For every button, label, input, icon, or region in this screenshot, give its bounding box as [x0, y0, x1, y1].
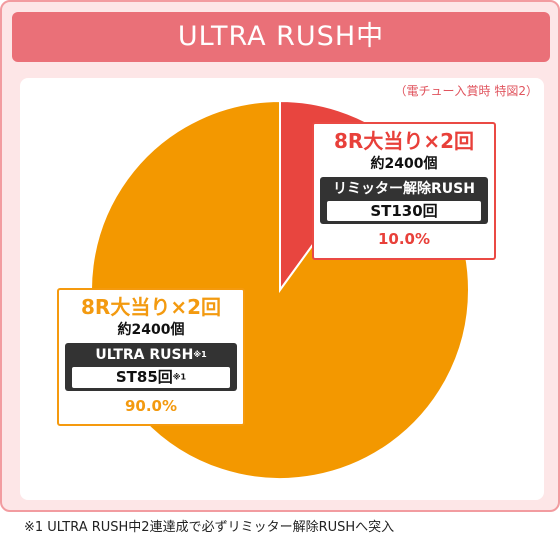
orange-mode-line: ULTRA RUSH※1 — [68, 346, 234, 364]
orange-mode-panel: ULTRA RUSH※1 ST85回※1 — [65, 343, 237, 391]
red-percent: 10.0% — [377, 230, 431, 248]
orange-st-line: ST85回※1 — [72, 367, 230, 388]
red-mode-panel: リミッター解除RUSH ST130回 — [320, 177, 488, 224]
chart-note: （電チュー入賞時 特図2） — [394, 84, 538, 98]
orange-percent: 90.0% — [124, 396, 178, 415]
title-bar: ULTRA RUSH中 — [12, 12, 550, 62]
orange-headline: 8R大当り×2回 — [81, 295, 221, 319]
slice-label-orange: 8R大当り×2回 約2400個 ULTRA RUSH※1 ST85回※1 90.… — [57, 288, 245, 426]
orange-mode-mark: ※1 — [193, 350, 207, 359]
footnote: ※1 ULTRA RUSH中2連達成で必ずリミッター解除RUSHへ突入 — [24, 520, 395, 535]
red-st: ST130回 — [327, 201, 481, 221]
orange-st-mark: ※1 — [172, 372, 187, 382]
orange-mode: ULTRA RUSH — [95, 347, 194, 363]
orange-sub: 約2400個 — [117, 322, 185, 338]
red-mode: リミッター解除RUSH — [333, 181, 475, 197]
red-headline: 8R大当り×2回 — [334, 129, 474, 153]
red-sub: 約2400個 — [370, 156, 438, 172]
slice-label-red: 8R大当り×2回 約2400個 リミッター解除RUSH ST130回 10.0% — [312, 122, 496, 260]
orange-st: ST85回 — [115, 368, 173, 386]
chart-title: ULTRA RUSH中 — [177, 21, 385, 52]
